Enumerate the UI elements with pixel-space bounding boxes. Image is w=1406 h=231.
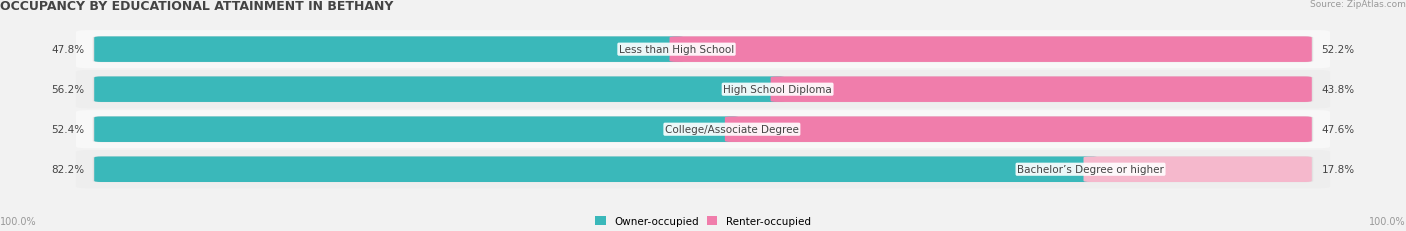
Text: Bachelor’s Degree or higher: Bachelor’s Degree or higher — [1017, 164, 1164, 174]
FancyBboxPatch shape — [93, 157, 1313, 182]
Text: Source: ZipAtlas.com: Source: ZipAtlas.com — [1310, 0, 1406, 9]
FancyBboxPatch shape — [669, 37, 1312, 63]
FancyBboxPatch shape — [93, 77, 1313, 103]
Text: 47.8%: 47.8% — [51, 45, 84, 55]
FancyBboxPatch shape — [76, 111, 1330, 149]
Text: OCCUPANCY BY EDUCATIONAL ATTAINMENT IN BETHANY: OCCUPANCY BY EDUCATIONAL ATTAINMENT IN B… — [0, 0, 394, 13]
Text: 52.2%: 52.2% — [1322, 45, 1355, 55]
Text: 52.4%: 52.4% — [51, 125, 84, 135]
FancyBboxPatch shape — [725, 117, 1312, 142]
FancyBboxPatch shape — [93, 37, 1313, 63]
FancyBboxPatch shape — [94, 117, 740, 142]
Text: 56.2%: 56.2% — [51, 85, 84, 95]
Legend: Owner-occupied, Renter-occupied: Owner-occupied, Renter-occupied — [595, 216, 811, 226]
Text: 100.0%: 100.0% — [1369, 216, 1406, 226]
FancyBboxPatch shape — [94, 77, 785, 103]
Text: Less than High School: Less than High School — [619, 45, 734, 55]
Text: College/Associate Degree: College/Associate Degree — [665, 125, 799, 135]
FancyBboxPatch shape — [94, 37, 683, 63]
Text: High School Diploma: High School Diploma — [723, 85, 832, 95]
Text: 100.0%: 100.0% — [0, 216, 37, 226]
Text: 82.2%: 82.2% — [51, 164, 84, 174]
FancyBboxPatch shape — [93, 117, 1313, 143]
Text: 43.8%: 43.8% — [1322, 85, 1355, 95]
FancyBboxPatch shape — [1084, 157, 1312, 182]
FancyBboxPatch shape — [76, 71, 1330, 109]
FancyBboxPatch shape — [76, 31, 1330, 69]
Text: 17.8%: 17.8% — [1322, 164, 1355, 174]
Text: 47.6%: 47.6% — [1322, 125, 1355, 135]
FancyBboxPatch shape — [76, 151, 1330, 188]
FancyBboxPatch shape — [94, 157, 1098, 182]
FancyBboxPatch shape — [770, 77, 1312, 103]
